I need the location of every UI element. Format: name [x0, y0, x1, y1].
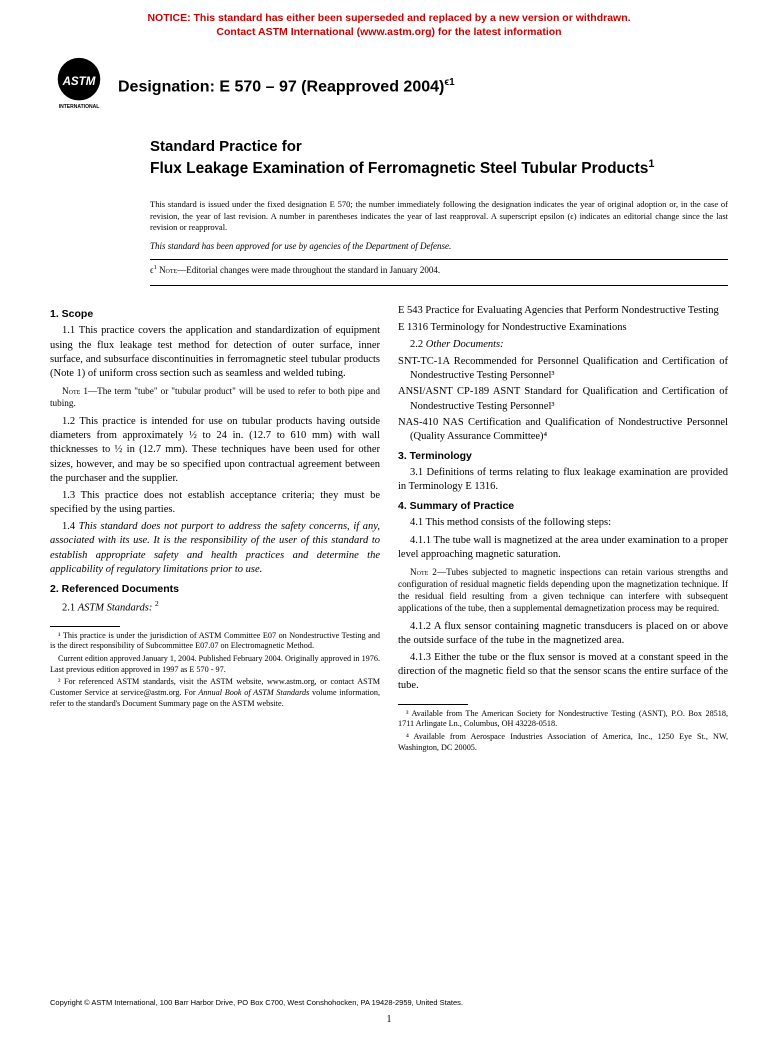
para-3-1: 3.1 Definitions of terms relating to flu… [398, 466, 728, 494]
notice-line2: Contact ASTM International (www.astm.org… [216, 26, 561, 38]
title-sup: 1 [648, 158, 654, 170]
ref-snt: SNT-TC-1A Recommended for Personnel Qual… [410, 355, 728, 383]
footnote-3: ³ Available from The American Society fo… [398, 709, 728, 730]
columns: 1. Scope 1.1 This practice covers the ap… [0, 288, 778, 763]
para-2-1: 2.1 ASTM Standards: 2 [50, 599, 380, 616]
term-head: 3. Terminology [398, 450, 728, 462]
notice-banner: NOTICE: This standard has either been su… [0, 0, 778, 45]
right-column: E 543 Practice for Evaluating Agencies t… [398, 302, 728, 755]
para-1-4: 1.4 This standard does not purport to ad… [50, 520, 380, 577]
scope-head: 1. Scope [50, 308, 380, 320]
designation-sup: ϵ1 [444, 77, 454, 88]
note2-label: Note 2 [410, 567, 437, 577]
title-pre: Standard Practice for [150, 137, 728, 157]
notice-line1: NOTICE: This standard has either been su… [147, 12, 630, 24]
summary-head: 4. Summary of Practice [398, 500, 728, 512]
issued-note: This standard is issued under the fixed … [0, 189, 778, 239]
refdoc-head: 2. Referenced Documents [50, 583, 380, 595]
astm-logo: ASTM INTERNATIONAL [50, 55, 108, 113]
note1-label: Note 1 [62, 386, 88, 396]
footnote-2: ² For referenced ASTM standards, visit t… [50, 677, 380, 709]
note-1: Note 1—The term "tube" or "tubular produ… [50, 386, 380, 410]
note-2: Note 2—Tubes subjected to magnetic inspe… [398, 567, 728, 615]
para-1-1: 1.1 This practice covers the application… [50, 324, 380, 381]
footnote-4: ⁴ Available from Aerospace Industries As… [398, 732, 728, 753]
para-1-4-text: This standard does not purport to addres… [50, 521, 380, 575]
para-2-2: 2.2 Other Documents: [398, 338, 728, 352]
approved-note: This standard has been approved for use … [0, 239, 778, 257]
left-column: 1. Scope 1.1 This practice covers the ap… [50, 302, 380, 755]
ref-nas: NAS-410 NAS Certification and Qualificat… [410, 416, 728, 444]
ref-e1316: E 1316 Terminology for Nondestructive Ex… [410, 321, 728, 335]
ref-ansi: ANSI/ASNT CP-189 ASNT Standard for Quali… [410, 385, 728, 413]
note1-text: —The term "tube" or "tubular product" wi… [50, 386, 380, 408]
designation: Designation: E 570 – 97 (Reapproved 2004… [118, 73, 455, 96]
para-4-1-1: 4.1.1 The tube wall is magnetized at the… [398, 534, 728, 562]
svg-text:INTERNATIONAL: INTERNATIONAL [59, 104, 100, 110]
title-main-text: Flux Leakage Examination of Ferromagneti… [150, 160, 648, 177]
note2-text: —Tubes subjected to magnetic inspections… [398, 567, 728, 613]
para-4-1-3: 4.1.3 Either the tube or the flux sensor… [398, 651, 728, 694]
epsilon-note: ϵ1 Note—Editorial changes were made thro… [0, 262, 778, 283]
fn-rule-left [50, 626, 120, 627]
hr-2 [150, 285, 728, 286]
para-4-1-2: 4.1.2 A flux sensor containing magnetic … [398, 620, 728, 648]
footnote-1b: Current edition approved January 1, 2004… [50, 654, 380, 675]
title-section: Standard Practice for Flux Leakage Exami… [0, 119, 778, 189]
fn-rule-right [398, 704, 468, 705]
para-4-1: 4.1 This method consists of the followin… [398, 516, 728, 530]
eps-text: —Editorial changes were made throughout … [177, 265, 440, 275]
eps-label: ϵ1 Note [150, 265, 177, 275]
footnote-1: ¹ This practice is under the jurisdictio… [50, 631, 380, 652]
header: ASTM INTERNATIONAL Designation: E 570 – … [0, 45, 778, 119]
hr-1 [150, 259, 728, 260]
svg-text:ASTM: ASTM [62, 75, 96, 88]
ref-e543: E 543 Practice for Evaluating Agencies t… [410, 304, 728, 318]
page-number: 1 [0, 1014, 778, 1025]
designation-text: Designation: E 570 – 97 (Reapproved 2004… [118, 78, 444, 95]
copyright: Copyright © ASTM International, 100 Barr… [50, 998, 463, 1007]
para-1-3: 1.3 This practice does not establish acc… [50, 489, 380, 517]
title-main: Flux Leakage Examination of Ferromagneti… [150, 157, 728, 179]
para-1-2: 1.2 This practice is intended for use on… [50, 415, 380, 486]
